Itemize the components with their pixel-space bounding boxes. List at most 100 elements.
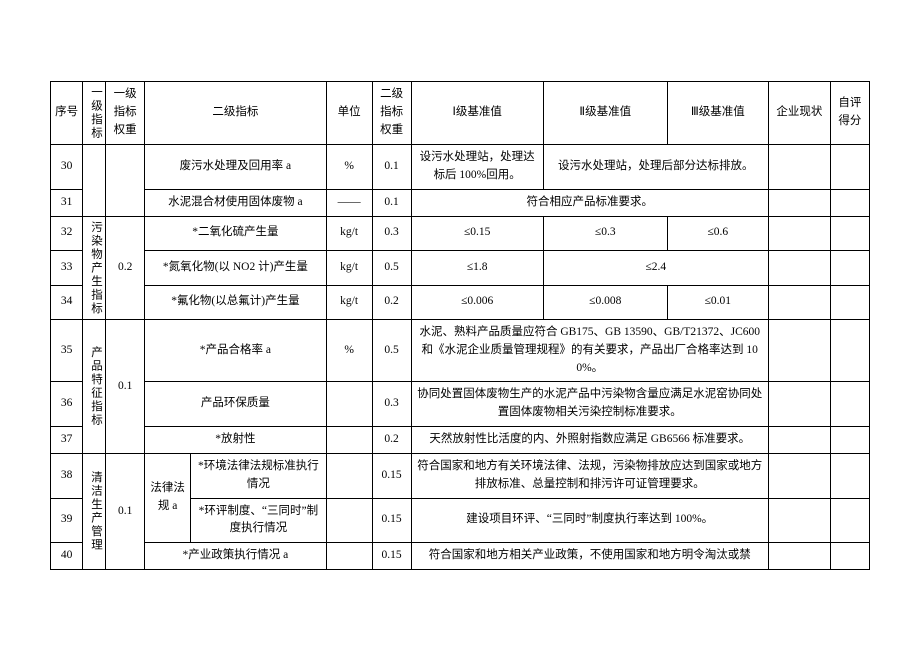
cell-l2: 废污水处理及回用率 a xyxy=(145,145,326,190)
cell-b23: ≤2.4 xyxy=(543,251,768,286)
cell-seq: 33 xyxy=(51,251,83,286)
cell-current xyxy=(768,145,830,190)
header-current: 企业现状 xyxy=(768,82,830,145)
cell-l1w: 0.1 xyxy=(106,320,145,454)
cell-unit: kg/t xyxy=(326,251,372,286)
cell-seq: 38 xyxy=(51,453,83,498)
cell-current xyxy=(768,382,830,427)
cell-w2: 0.1 xyxy=(372,189,411,216)
cell-b: 水泥、熟料产品质量应符合 GB175、GB 13590、GB/T21372、JC… xyxy=(411,320,768,382)
cell-current xyxy=(768,320,830,382)
cell-w2: 0.15 xyxy=(372,498,411,543)
header-level2: 二级指标 xyxy=(145,82,326,145)
cell-score xyxy=(830,145,869,190)
table-container: 序号 一级指标 一级指标权重 二级指标 单位 二级指标权重 Ⅰ级基准值 Ⅱ级基准… xyxy=(50,81,870,570)
cell-seq: 34 xyxy=(51,285,83,320)
cell-b2: ≤0.3 xyxy=(543,216,667,251)
cell-l2: *产业政策执行情况 a xyxy=(145,543,326,570)
header-level1: 一级指标 xyxy=(83,82,106,145)
cell-score xyxy=(830,543,869,570)
cell-unit: —— xyxy=(326,189,372,216)
cell-l2: *产品合格率 a xyxy=(145,320,326,382)
cell-seq: 39 xyxy=(51,498,83,543)
cell-score xyxy=(830,320,869,382)
table-row: 32 污染物产生指标 0.2 *二氧化硫产生量 kg/t 0.3 ≤0.15 ≤… xyxy=(51,216,870,251)
cell-seq: 32 xyxy=(51,216,83,251)
header-row: 序号 一级指标 一级指标权重 二级指标 单位 二级指标权重 Ⅰ级基准值 Ⅱ级基准… xyxy=(51,82,870,145)
cell-b1: ≤0.006 xyxy=(411,285,543,320)
cell-b: 符合国家和地方有关环境法律、法规，污染物排放应达到国家或地方排放标准、总量控制和… xyxy=(411,453,768,498)
cell-seq: 31 xyxy=(51,189,83,216)
cell-current xyxy=(768,251,830,286)
cell-w2: 0.1 xyxy=(372,145,411,190)
cell-b1: ≤0.15 xyxy=(411,216,543,251)
cell-seq: 30 xyxy=(51,145,83,190)
header-bench2: Ⅱ级基准值 xyxy=(543,82,667,145)
table-row: 37 *放射性 0.2 天然放射性比活度的内、外照射指数应满足 GB6566 标… xyxy=(51,427,870,454)
cell-current xyxy=(768,427,830,454)
cell-b23: 设污水处理站，处理后部分达标排放。 xyxy=(543,145,768,190)
cell-score xyxy=(830,427,869,454)
table-row: 31 水泥混合材使用固体废物 a —— 0.1 符合相应产品标准要求。 xyxy=(51,189,870,216)
cell-current xyxy=(768,498,830,543)
cell-l1 xyxy=(83,145,106,216)
cell-b1: 设污水处理站，处理达标后 100%回用。 xyxy=(411,145,543,190)
cell-current xyxy=(768,216,830,251)
cell-b1: ≤1.8 xyxy=(411,251,543,286)
header-bench1: Ⅰ级基准值 xyxy=(411,82,543,145)
cell-l2: *环评制度、“三同时”制度执行情况 xyxy=(191,498,327,543)
header-unit: 单位 xyxy=(326,82,372,145)
table-row: 30 废污水处理及回用率 a % 0.1 设污水处理站，处理达标后 100%回用… xyxy=(51,145,870,190)
cell-seq: 40 xyxy=(51,543,83,570)
table-row: 33 *氮氧化物(以 NO2 计)产生量 kg/t 0.5 ≤1.8 ≤2.4 xyxy=(51,251,870,286)
cell-b: 协同处置固体废物生产的水泥产品中污染物含量应满足水泥窑协同处置固体废物相关污染控… xyxy=(411,382,768,427)
cell-l2: *氮氧化物(以 NO2 计)产生量 xyxy=(145,251,326,286)
cell-current xyxy=(768,453,830,498)
header-seq: 序号 xyxy=(51,82,83,145)
cell-unit xyxy=(326,498,372,543)
header-bench3: Ⅲ级基准值 xyxy=(667,82,768,145)
cell-score xyxy=(830,189,869,216)
table-row: 36 产品环保质量 0.3 协同处置固体废物生产的水泥产品中污染物含量应满足水泥… xyxy=(51,382,870,427)
cell-l1w xyxy=(106,145,145,216)
table-row: 40 *产业政策执行情况 a 0.15 符合国家和地方相关产业政策，不使用国家和… xyxy=(51,543,870,570)
cell-w2: 0.5 xyxy=(372,251,411,286)
cell-l1-clean: 清洁生产管理 xyxy=(83,453,106,569)
cell-b: 符合国家和地方相关产业政策，不使用国家和地方明令淘汰或禁 xyxy=(411,543,768,570)
cell-w2: 0.2 xyxy=(372,285,411,320)
cell-unit: % xyxy=(326,145,372,190)
cell-w2: 0.3 xyxy=(372,382,411,427)
cell-l2: 产品环保质量 xyxy=(145,382,326,427)
cell-l2: *氟化物(以总氟计)产生量 xyxy=(145,285,326,320)
cell-l1-product: 产品特征指标 xyxy=(83,320,106,454)
cell-b2: ≤0.008 xyxy=(543,285,667,320)
cell-w2: 0.2 xyxy=(372,427,411,454)
cell-l2: 水泥混合材使用固体废物 a xyxy=(145,189,326,216)
cell-l1w: 0.1 xyxy=(106,453,145,569)
cell-l2: *环境法律法规标准执行情况 xyxy=(191,453,327,498)
cell-current xyxy=(768,543,830,570)
cell-sub-law: 法律法规 a xyxy=(145,453,191,542)
header-level2-weight: 二级指标权重 xyxy=(372,82,411,145)
table-row: 34 *氟化物(以总氟计)产生量 kg/t 0.2 ≤0.006 ≤0.008 … xyxy=(51,285,870,320)
cell-b: 符合相应产品标准要求。 xyxy=(411,189,768,216)
cell-b3: ≤0.6 xyxy=(667,216,768,251)
cell-b: 天然放射性比活度的内、外照射指数应满足 GB6566 标准要求。 xyxy=(411,427,768,454)
cell-score xyxy=(830,382,869,427)
cell-w2: 0.15 xyxy=(372,543,411,570)
cell-seq: 37 xyxy=(51,427,83,454)
cell-current xyxy=(768,189,830,216)
cell-score xyxy=(830,453,869,498)
benchmark-table: 序号 一级指标 一级指标权重 二级指标 单位 二级指标权重 Ⅰ级基准值 Ⅱ级基准… xyxy=(50,81,870,570)
cell-l2: *二氧化硫产生量 xyxy=(145,216,326,251)
cell-score xyxy=(830,251,869,286)
cell-l1-pollution: 污染物产生指标 xyxy=(83,216,106,320)
cell-unit xyxy=(326,427,372,454)
cell-b3: ≤0.01 xyxy=(667,285,768,320)
cell-score xyxy=(830,216,869,251)
cell-unit: kg/t xyxy=(326,285,372,320)
cell-seq: 35 xyxy=(51,320,83,382)
cell-b: 建设项目环评、“三同时”制度执行率达到 100%。 xyxy=(411,498,768,543)
cell-score xyxy=(830,285,869,320)
cell-w2: 0.3 xyxy=(372,216,411,251)
